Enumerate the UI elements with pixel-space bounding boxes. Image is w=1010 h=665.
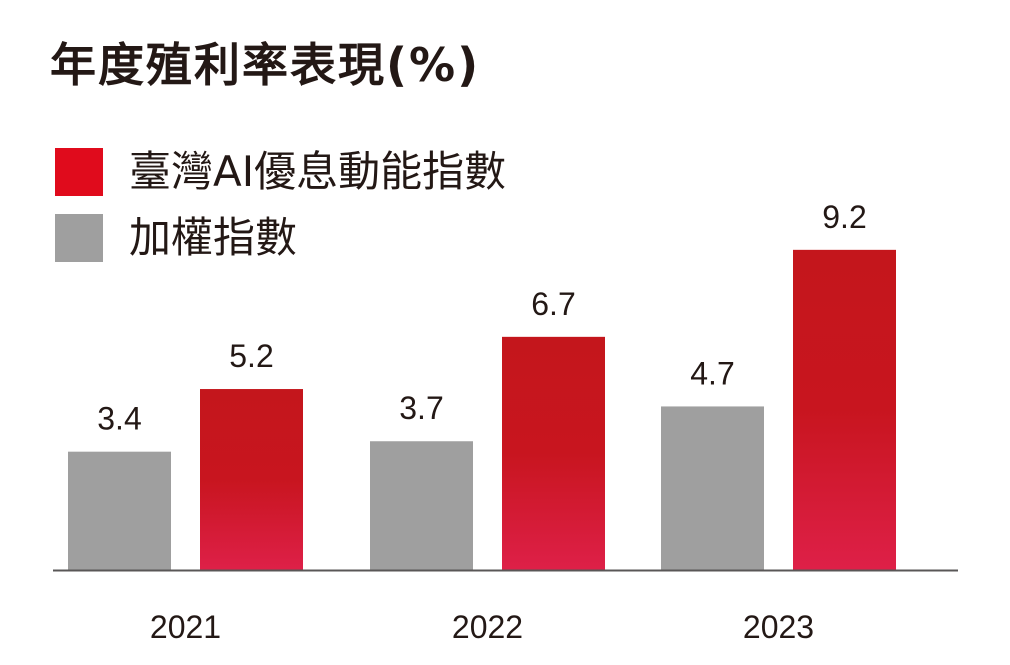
chart-title: 年度殖利率表現(%) xyxy=(50,38,481,92)
x-tick-label-2023: 2023 xyxy=(743,609,814,645)
legend-label-ai-index: 臺灣AI優息動能指數 xyxy=(129,147,507,196)
bar-ai-index-2021 xyxy=(200,389,303,570)
data-label-ai-index-2021: 5.2 xyxy=(229,338,273,374)
bar-ai-index-2022 xyxy=(502,336,605,570)
x-tick-label-2022: 2022 xyxy=(452,609,523,645)
data-label-taiex-2023: 4.7 xyxy=(690,355,734,391)
data-label-ai-index-2022: 6.7 xyxy=(531,286,575,322)
bar-ai-index-2023 xyxy=(793,249,896,570)
bar-taiex-2021 xyxy=(68,451,171,570)
legend-item-taiex: 加權指數 xyxy=(55,206,506,270)
chart-legend: 臺灣AI優息動能指數 加權指數 xyxy=(55,140,506,272)
legend-swatch-red xyxy=(55,148,103,196)
legend-swatch-gray xyxy=(55,214,103,262)
legend-label-taiex: 加權指數 xyxy=(129,213,298,262)
x-tick-label-2021: 2021 xyxy=(150,609,221,645)
bar-taiex-2023 xyxy=(661,406,764,570)
data-label-taiex-2021: 3.4 xyxy=(97,401,141,437)
data-label-taiex-2022: 3.7 xyxy=(399,390,443,426)
bar-taiex-2022 xyxy=(370,441,473,570)
data-label-ai-index-2023: 9.2 xyxy=(822,199,866,235)
legend-item-ai-index: 臺灣AI優息動能指數 xyxy=(55,140,506,204)
